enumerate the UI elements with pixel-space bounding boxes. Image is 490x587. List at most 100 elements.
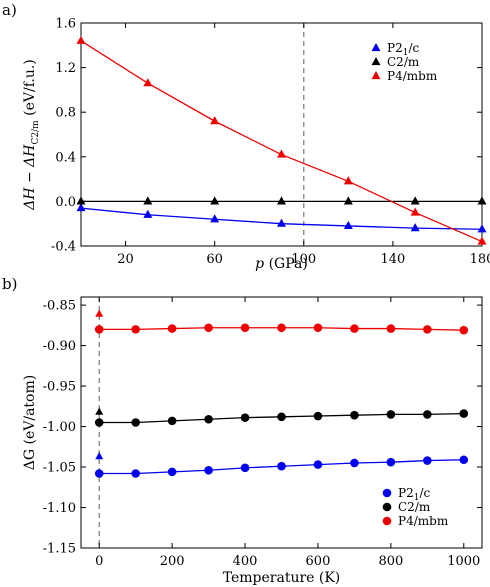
legend-marker: [371, 70, 381, 80]
zero-point-marker: [95, 452, 104, 460]
data-point: [350, 324, 359, 333]
data-point: [277, 218, 286, 227]
x-tick-label: 600: [306, 554, 331, 569]
legend-entry: C2/m: [398, 500, 431, 514]
y-tick-label: 0.4: [55, 150, 76, 165]
panel-label: a): [2, 1, 17, 19]
data-point: [143, 78, 153, 87]
legend-marker: [382, 516, 392, 526]
legend-entry: P21/c: [387, 41, 419, 58]
legend-entry: P4/mbm: [398, 514, 449, 528]
data-point: [277, 412, 286, 422]
data-point: [94, 469, 104, 478]
data-point: [167, 324, 177, 333]
data-point: [477, 236, 487, 245]
panel-b: b) 0 200 400 600 800 1000 -1.15 -1.10 -1.05 -1.00 -…: [2, 275, 483, 569]
y-tick-label: -1.05: [43, 461, 76, 476]
x-axis-label-a: p (GPa): [255, 256, 308, 272]
series-0: [76, 203, 487, 233]
data-point: [277, 149, 286, 158]
legend-a: P21/cC2/mP4/mbm: [371, 41, 438, 83]
data-point: [410, 223, 420, 232]
data-point: [386, 324, 396, 333]
data-point: [76, 203, 86, 212]
data-point: [313, 411, 323, 421]
data-point: [240, 413, 250, 422]
data-point: [410, 196, 420, 205]
data-point: [277, 461, 286, 471]
data-point: [313, 323, 323, 333]
data-point: [210, 214, 220, 223]
x-tick-label: 140: [380, 252, 405, 267]
x-tick-label: 800: [378, 554, 403, 569]
data-point: [343, 196, 353, 205]
data-point: [94, 325, 104, 334]
data-point: [343, 176, 353, 185]
x-tick-label: 0: [95, 554, 103, 569]
data-point: [459, 325, 469, 335]
plot-frame: [80, 22, 483, 247]
legend-marker: [382, 502, 392, 512]
legend-marker: [371, 56, 381, 66]
series-1: [94, 407, 469, 427]
data-point: [313, 460, 323, 469]
series-2: [76, 35, 487, 245]
data-point: [76, 35, 86, 44]
data-point: [477, 224, 487, 233]
legend-entry: P21/c: [398, 486, 430, 503]
data-point: [277, 196, 286, 205]
x-tick-label: 180: [470, 252, 490, 267]
legend-b: P21/cC2/mP4/mbm: [382, 486, 449, 528]
data-point: [94, 418, 104, 427]
data-point: [167, 467, 177, 477]
series-2: [94, 309, 469, 335]
data-point: [277, 323, 286, 333]
panel-label: b): [2, 275, 17, 293]
data-point: [410, 207, 420, 216]
legend-marker: [382, 488, 392, 498]
y-tick-label: -1.15: [43, 542, 76, 557]
data-point: [204, 414, 213, 424]
y-tick-label: -1.10: [43, 501, 76, 516]
data-point: [423, 410, 432, 419]
y-tick-label: -1.00: [43, 420, 76, 435]
series-1: [76, 196, 487, 205]
y-tick-label: -0.90: [43, 339, 76, 354]
data-point: [350, 458, 359, 468]
legend-entry: C2/m: [387, 55, 420, 69]
data-point: [210, 196, 220, 205]
data-point: [131, 325, 140, 334]
data-point: [423, 456, 432, 465]
data-point: [210, 116, 220, 125]
data-point: [143, 196, 153, 205]
x-tick-label: 20: [117, 252, 134, 267]
data-point: [423, 325, 432, 334]
x-tick-label: 100: [291, 252, 316, 267]
series-0: [94, 452, 469, 478]
data-point: [204, 465, 213, 475]
x-tick-label: 200: [160, 554, 185, 569]
data-point: [459, 455, 469, 465]
y-tick-label: 1.2: [55, 61, 76, 76]
zero-point-marker: [95, 309, 104, 317]
data-point: [477, 196, 487, 205]
x-axis-label-b: Temperature (K): [223, 570, 341, 586]
data-point: [131, 418, 140, 427]
data-point: [131, 469, 140, 478]
data-point: [343, 220, 353, 230]
data-point: [459, 409, 469, 418]
x-tick-label: 60: [206, 252, 223, 267]
data-point: [350, 410, 359, 420]
y-axis-label-b: ΔG (eV/atom): [22, 375, 38, 470]
y-tick-label: 0.0: [55, 195, 76, 210]
data-point: [386, 457, 396, 467]
y-tick-label: -0.4: [51, 240, 76, 255]
y-tick-label: -0.85: [43, 299, 76, 314]
y-tick-label: -0.95: [43, 380, 76, 395]
data-point: [76, 196, 86, 205]
legend-entry: P4/mbm: [387, 69, 438, 83]
y-tick-label: 1.6: [55, 17, 76, 32]
y-axis-label-a: ΔH − ΔHC2/m (eV/f.u.): [22, 59, 41, 211]
y-tick-label: 0.8: [55, 106, 76, 121]
